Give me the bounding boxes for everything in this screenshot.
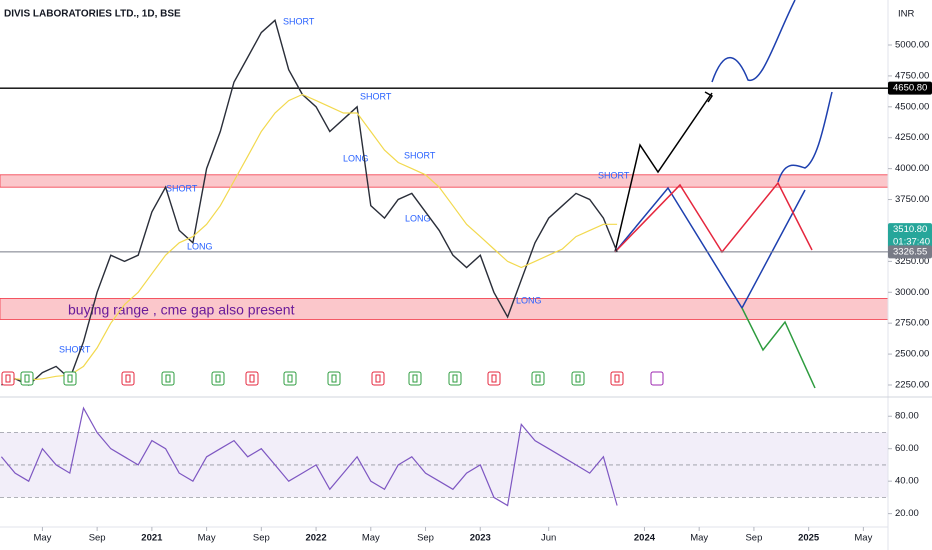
earnings-icon [5, 374, 11, 383]
x-tick-label: Sep [745, 533, 762, 544]
x-tick-label: 2025 [798, 533, 820, 544]
annotation: SHORT [360, 91, 392, 101]
earnings-marker [161, 371, 175, 386]
y-tick-label: 3000.00 [895, 287, 929, 298]
earnings-icon [24, 374, 30, 383]
annotation: LONG [405, 213, 431, 223]
y-tick-label: 2750.00 [895, 318, 929, 329]
rsi-tick-label: 40.00 [895, 476, 919, 487]
x-tick-label: Sep [89, 533, 106, 544]
price-label: 3510.80 [893, 224, 927, 235]
forecast-green [741, 307, 816, 389]
x-tick-label: May [198, 533, 216, 544]
x-tick-label: 2023 [470, 533, 491, 544]
earnings-marker [487, 371, 501, 386]
earnings-icon [491, 374, 497, 383]
annotation: LONG [343, 153, 369, 163]
rsi-line [0, 406, 618, 507]
earnings-marker [531, 371, 545, 386]
annotation: SHORT [166, 183, 198, 193]
rsi-tick-label: 80.00 [895, 411, 919, 422]
x-tick-label: 2024 [634, 533, 656, 544]
earnings-marker [245, 371, 259, 386]
x-tick-label: Sep [417, 533, 434, 544]
rsi-tick-label: 20.00 [895, 508, 919, 519]
earnings-marker [63, 371, 77, 386]
earnings-icon [535, 374, 541, 383]
earnings-icon [575, 374, 581, 383]
y-tick-label: 4750.00 [895, 70, 929, 81]
forecast-blue-curve [777, 91, 833, 183]
earnings-marker [1, 371, 15, 386]
price-label: 4650.80 [893, 83, 927, 94]
annotation: SHORT [283, 16, 315, 26]
price-line [1, 19, 618, 386]
y-tick-label: 2250.00 [895, 380, 929, 391]
forecast-blue [614, 186, 806, 310]
annotation: LONG [187, 241, 213, 251]
arrow-head [704, 91, 714, 103]
earnings-marker [20, 371, 34, 386]
y-tick-label: 3250.00 [895, 256, 929, 267]
earnings-marker [121, 371, 135, 386]
x-tick-label: May [362, 533, 380, 544]
annotation: buying range , cme gap also present [68, 302, 295, 318]
y-tick-label: 5000.00 [895, 40, 929, 51]
x-tick-label: May [854, 533, 872, 544]
price-label-box [888, 81, 932, 95]
earnings-icon [125, 374, 131, 383]
earnings-icon [375, 374, 381, 383]
earnings-marker [408, 371, 422, 386]
x-tick-label: May [33, 533, 51, 544]
earnings-marker [571, 371, 585, 386]
x-tick-label: 2022 [305, 533, 326, 544]
x-tick-label: Sep [253, 533, 270, 544]
price-label-box [888, 245, 932, 259]
earnings-marker [283, 371, 297, 386]
y-tick-label: 2500.00 [895, 349, 929, 360]
earnings-icon [287, 374, 293, 383]
y-tick-label: 4500.00 [895, 101, 929, 112]
y-tick-label: 4000.00 [895, 163, 929, 174]
chart-title: DIVIS LABORATORIES LTD., 1D, BSE [4, 9, 181, 20]
y-tick-label: 4250.00 [895, 132, 929, 143]
earnings-icon [452, 374, 458, 383]
y-tick-label: 3750.00 [895, 194, 929, 205]
earnings-icon [412, 374, 418, 383]
earnings-icon [614, 374, 620, 383]
earnings-marker [211, 371, 225, 386]
countdown: 01:37:40 [893, 237, 930, 248]
price-label: 3326.55 [893, 246, 927, 257]
annotation: LONG [516, 295, 542, 305]
earnings-marker [650, 371, 664, 386]
price-line [1, 93, 618, 381]
x-tick-label: May [690, 533, 708, 544]
forecast-blue-curve [711, 0, 796, 83]
earnings-icon [249, 374, 255, 383]
x-tick-label: 2021 [141, 533, 163, 544]
earnings-icon [331, 374, 337, 383]
x-tick-label: Jun [541, 533, 556, 544]
earnings-icon [67, 374, 73, 383]
currency: INR [898, 9, 915, 20]
annotation: SHORT [404, 150, 436, 160]
annotation: SHORT [59, 344, 91, 354]
forecast-drawings [614, 0, 833, 389]
earnings-marker [448, 371, 462, 386]
rsi-tick-label: 60.00 [895, 443, 919, 454]
earnings-icon [165, 374, 171, 383]
earnings-marker [327, 371, 341, 386]
annotation: SHORT [598, 170, 630, 180]
forecast-black [614, 92, 713, 253]
earnings-icon [215, 374, 221, 383]
price-label-box [888, 223, 932, 250]
earnings-marker [371, 371, 385, 386]
zone [0, 174, 889, 188]
earnings-marker [610, 371, 624, 386]
